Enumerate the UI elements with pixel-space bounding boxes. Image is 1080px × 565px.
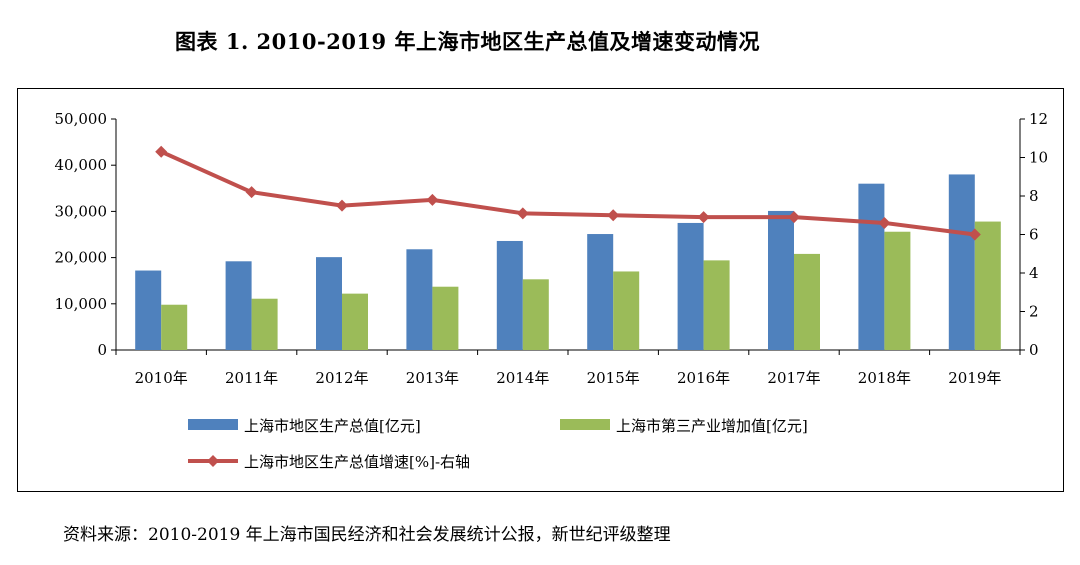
legend-swatch-marker xyxy=(207,455,219,467)
chart-svg: 0 10,000 20,000 30,000 40,000 50,000 0 2 4 6 8 10 12… xyxy=(55,110,1049,471)
x-tick-label: 2013年 xyxy=(406,369,459,387)
bar-gdp xyxy=(858,183,885,350)
chart-frame: 0 10,000 20,000 30,000 40,000 50,000 0 2 4 6 8 10 12… xyxy=(17,88,1064,492)
bar-gdp xyxy=(768,210,794,350)
growth-point xyxy=(968,228,981,241)
growth-point xyxy=(336,199,348,212)
bar-gdp xyxy=(587,234,614,350)
legend-label: 上海市地区生产总值增速[%]-右轴 xyxy=(244,453,470,471)
y-right-tick-label: 10 xyxy=(1029,149,1048,167)
chart-title: 图表 1. 2010-2019 年上海市地区生产总值及增速变动情况 xyxy=(175,29,760,54)
bar-tertiary xyxy=(522,279,549,350)
y-left-tick-label: 0 xyxy=(97,341,107,359)
x-tick-label: 2015年 xyxy=(587,369,640,387)
legend-swatch xyxy=(560,419,610,430)
growth-point xyxy=(607,209,620,222)
growth-line xyxy=(160,149,976,237)
growth-point xyxy=(516,207,529,220)
x-tick-label: 2017年 xyxy=(767,369,820,387)
bar-tertiary xyxy=(161,304,188,350)
bars-layer xyxy=(135,174,1001,350)
growth-point xyxy=(245,186,258,199)
x-tick-label: 2011年 xyxy=(225,369,278,387)
bar-gdp xyxy=(406,249,433,350)
bar-tertiary xyxy=(251,298,278,350)
y-right-tick-label: 2 xyxy=(1029,303,1039,321)
x-tick-label: 2012年 xyxy=(315,369,368,387)
y-left-tick-label: 30,000 xyxy=(55,202,108,220)
x-tick-label: 2018年 xyxy=(858,369,911,387)
line-layer xyxy=(155,145,981,241)
bar-tertiary xyxy=(613,271,640,350)
bar-gdp xyxy=(135,270,162,350)
x-tick-label: 2016年 xyxy=(677,369,730,387)
legend-label: 上海市地区生产总值[亿元] xyxy=(244,417,421,435)
bar-tertiary xyxy=(794,253,820,350)
bar-gdp xyxy=(316,257,342,350)
y-right-tick-label: 4 xyxy=(1029,264,1039,282)
growth-point xyxy=(878,216,891,229)
bar-tertiary xyxy=(342,293,368,350)
growth-point xyxy=(155,145,168,158)
source-note: 资料来源：2010-2019 年上海市国民经济和社会发展统计公报，新世纪评级整理 xyxy=(63,525,671,545)
growth-point xyxy=(697,211,710,224)
x-tick-label: 2019年 xyxy=(948,369,1001,387)
bar-gdp xyxy=(496,240,523,350)
bar-gdp xyxy=(225,261,252,350)
y-left-tick-label: 10,000 xyxy=(55,295,108,313)
y-left-tick-label: 20,000 xyxy=(55,249,108,267)
x-tick-label: 2010年 xyxy=(135,369,188,387)
y-left-tick-label: 40,000 xyxy=(55,156,108,174)
y-right-tick-label: 6 xyxy=(1029,226,1039,244)
y-right-tick-label: 12 xyxy=(1029,110,1048,128)
bar-gdp xyxy=(677,222,704,350)
y-left-tick-label: 50,000 xyxy=(55,110,108,128)
legend-layer: 上海市地区生产总值[亿元] 上海市第三产业增加值[亿元] 上海市地区生产总值增速[%… xyxy=(188,417,808,471)
bar-gdp xyxy=(948,174,975,350)
bar-tertiary xyxy=(884,231,911,350)
bar-tertiary xyxy=(703,260,730,350)
bar-tertiary xyxy=(432,286,459,350)
legend-label: 上海市第三产业增加值[亿元] xyxy=(616,417,808,435)
x-tick-label: 2014年 xyxy=(496,369,549,387)
growth-point xyxy=(426,193,439,206)
y-right-tick-label: 0 xyxy=(1029,341,1039,359)
legend-swatch xyxy=(188,419,238,430)
y-right-tick-label: 8 xyxy=(1029,187,1039,205)
axes-layer: 0 10,000 20,000 30,000 40,000 50,000 0 2 4 6 8 10 12… xyxy=(55,110,1049,387)
growth-point xyxy=(788,211,800,224)
bar-tertiary xyxy=(974,221,1001,350)
